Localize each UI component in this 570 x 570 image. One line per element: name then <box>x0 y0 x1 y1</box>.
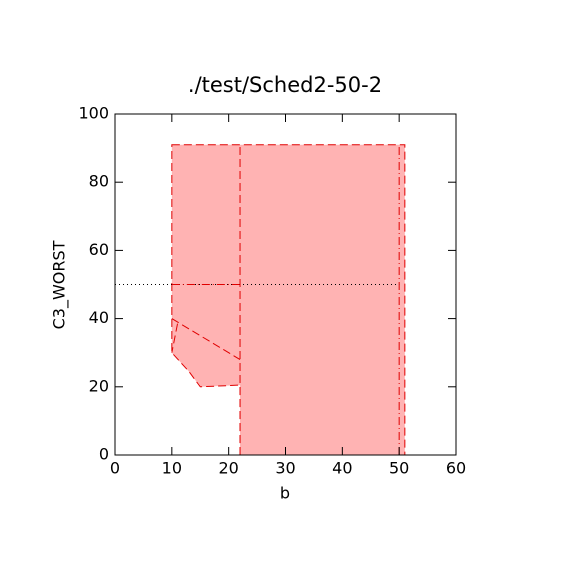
x-axis-label: b <box>280 484 290 503</box>
line <box>171 318 241 360</box>
x-tick-label: 40 <box>332 459 352 478</box>
y-tick-label: 80 <box>89 172 109 191</box>
x-tick-label: 50 <box>389 459 409 478</box>
y-tick-label: 40 <box>89 308 109 327</box>
x-tick-label: 0 <box>110 459 120 478</box>
line <box>171 323 179 353</box>
y-axis-label: C3_WORST <box>50 240 70 329</box>
x-tick-label: 60 <box>446 459 466 478</box>
x-tick-label: 30 <box>275 459 295 478</box>
x-tick-label: 20 <box>218 459 238 478</box>
y-tick-label: 60 <box>89 240 109 259</box>
chart-title: ./test/Sched2-50-2 <box>188 73 382 97</box>
region <box>171 144 406 456</box>
y-tick-label: 20 <box>89 376 109 395</box>
y-tick-label: 100 <box>78 104 109 123</box>
x-tick-label: 10 <box>162 459 182 478</box>
y-tick-label: 0 <box>99 445 109 464</box>
